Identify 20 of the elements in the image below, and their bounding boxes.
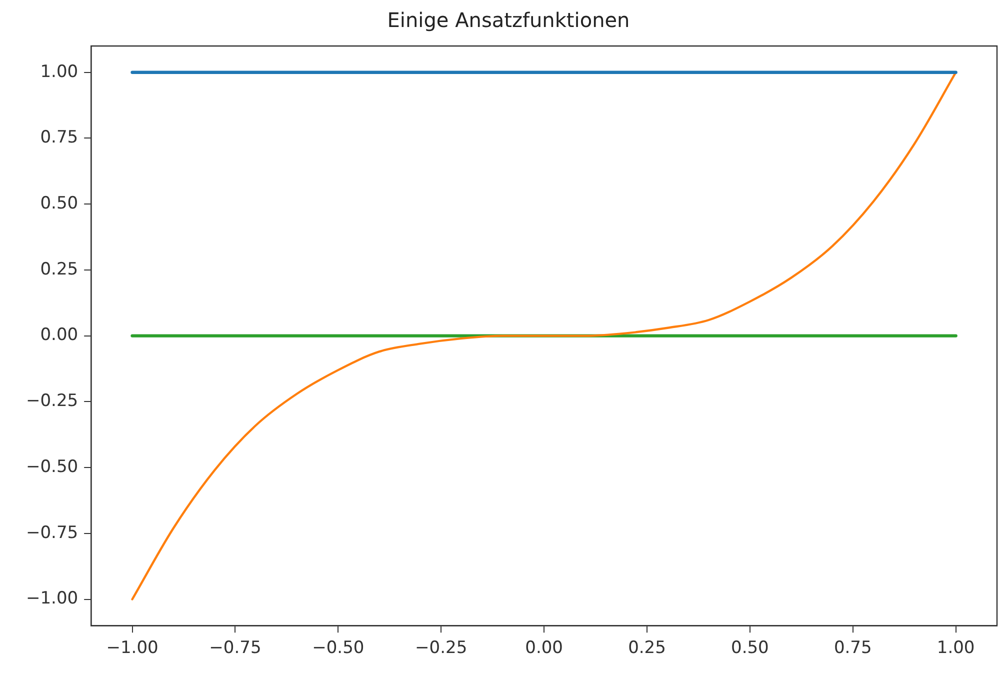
x-tick-label: 1.00 bbox=[936, 638, 975, 658]
chart-title: Einige Ansatzfunktionen bbox=[387, 8, 630, 32]
line-series bbox=[131, 71, 957, 600]
y-tick-label: 0.00 bbox=[40, 325, 78, 346]
y-tick-label: 0.50 bbox=[40, 193, 78, 214]
y-tick-label: −0.25 bbox=[26, 391, 78, 412]
y-tick-label: −1.00 bbox=[26, 588, 78, 609]
y-tick-label: 0.75 bbox=[40, 128, 78, 148]
x-tick-label: −0.50 bbox=[312, 638, 364, 658]
y-tick-label: 1.00 bbox=[40, 62, 78, 82]
x-tick-label: 0.25 bbox=[628, 638, 666, 658]
x-tick-label: 0.00 bbox=[525, 638, 563, 658]
x-tick-label: 0.50 bbox=[731, 638, 769, 658]
y-tick-label: −0.50 bbox=[26, 456, 78, 477]
x-tick-label: 0.75 bbox=[834, 638, 872, 658]
x-tick-label: −0.25 bbox=[415, 638, 468, 658]
x-tick-label: −0.75 bbox=[209, 638, 262, 658]
y-tick-label: 0.25 bbox=[40, 259, 78, 280]
x-tick-label: −1.00 bbox=[106, 638, 158, 658]
y-tick-label: −0.75 bbox=[26, 522, 78, 543]
